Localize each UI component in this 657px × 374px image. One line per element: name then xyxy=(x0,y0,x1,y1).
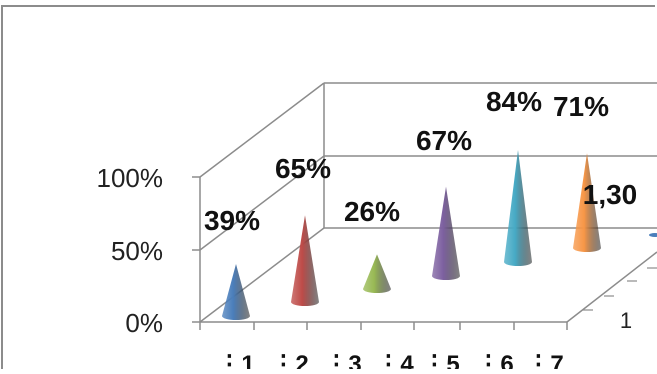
x-tick-label: ⋮1 xyxy=(217,351,254,369)
data-label: 71% xyxy=(553,91,609,122)
chart-frame xyxy=(1,5,655,369)
depth-axis-line xyxy=(566,251,657,323)
data-label: 26% xyxy=(344,196,400,227)
y-tick-label: 50% xyxy=(111,236,163,266)
cone-bar xyxy=(291,215,319,306)
x-tick-label: ⋮2 xyxy=(271,351,308,369)
cone-bar xyxy=(222,263,250,320)
cone-bar xyxy=(504,149,532,266)
x-tick-label: ⋮4 xyxy=(376,351,414,369)
y-axis-ticks: 0% 50% 100% 1 ⋮1 ⋮2 ⋮3 ⋮4 ⋮5 ⋮6 ⋮7 xyxy=(97,163,633,374)
data-label: 84% xyxy=(486,86,542,117)
data-label: 1,30 xyxy=(583,179,638,210)
side-grid-line xyxy=(199,155,325,251)
y-tick-label: 0% xyxy=(125,308,163,338)
data-label: 65% xyxy=(275,153,331,184)
cone-series xyxy=(222,149,657,320)
cone-bar xyxy=(649,233,657,237)
x-tick-label: ⋮3 xyxy=(324,351,361,369)
side-grid-line xyxy=(199,82,325,178)
x-tick-label: ⋮5 xyxy=(422,351,459,369)
cone-bar xyxy=(573,153,601,252)
y-tick-label: 100% xyxy=(97,163,164,193)
data-labels: 39% 65% 26% 67% 84% 71% 1,30 xyxy=(204,86,637,236)
x-tick-label: ⋮6 xyxy=(476,351,513,369)
depth-tick-label: 1 xyxy=(620,308,632,333)
data-label: 67% xyxy=(416,125,472,156)
data-label: 39% xyxy=(204,205,260,236)
plot-walls xyxy=(199,82,657,330)
x-tick-label: ⋮7 xyxy=(526,351,563,369)
cone-bar xyxy=(432,186,460,280)
cone-bar xyxy=(363,254,391,293)
